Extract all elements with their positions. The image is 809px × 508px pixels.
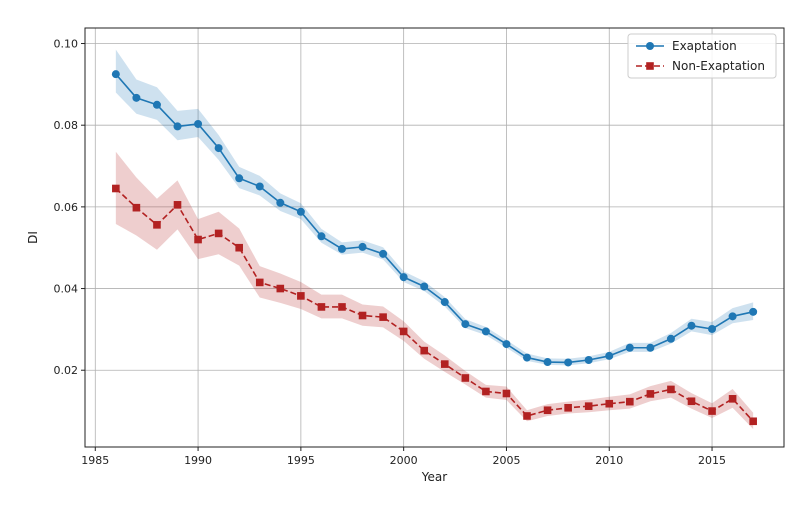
exaptation-point bbox=[666, 334, 675, 343]
exaptation-point bbox=[625, 343, 634, 352]
non-exaptation-point bbox=[687, 397, 696, 406]
non-exaptation-point bbox=[584, 402, 593, 410]
exaptation-point bbox=[152, 100, 161, 109]
non-exaptation-point bbox=[235, 243, 243, 252]
exaptation-point bbox=[358, 242, 367, 251]
non-exaptation-point bbox=[276, 284, 285, 293]
exaptation-point bbox=[687, 321, 696, 330]
non-exaptation-point bbox=[214, 229, 223, 238]
non-exaptation-point bbox=[543, 406, 552, 415]
non-exaptation-point bbox=[338, 303, 346, 311]
legend-non-exaptation-marker bbox=[646, 62, 654, 70]
non-exaptation-point bbox=[173, 201, 182, 209]
exaptation-point bbox=[584, 356, 593, 365]
exaptation-point bbox=[276, 198, 285, 207]
exaptation-point bbox=[337, 244, 346, 253]
exaptation-point bbox=[543, 358, 552, 367]
series-markers bbox=[111, 70, 758, 426]
exaptation-point bbox=[111, 70, 120, 79]
x-tick-label: 2015 bbox=[698, 454, 726, 467]
exaptation-point bbox=[646, 343, 655, 352]
x-tick-label: 2010 bbox=[595, 454, 623, 467]
non-exaptation-point bbox=[153, 221, 161, 229]
non-exaptation-point bbox=[605, 399, 614, 408]
legend-exaptation-label: Exaptation bbox=[672, 39, 737, 53]
exaptation-point bbox=[728, 312, 737, 321]
y-tick-label: 0.02 bbox=[54, 364, 79, 377]
x-axis-label: Year bbox=[421, 470, 447, 484]
y-tick-label: 0.04 bbox=[54, 283, 79, 296]
non-exaptation-point bbox=[461, 374, 470, 382]
exaptation-point bbox=[296, 207, 305, 216]
x-tick-label: 2005 bbox=[492, 454, 520, 467]
legend-box bbox=[627, 33, 777, 79]
non-exaptation-point bbox=[564, 403, 572, 412]
non-exaptation-point bbox=[317, 303, 326, 311]
x-tick-label: 1990 bbox=[184, 454, 212, 467]
y-tick-label: 0.08 bbox=[54, 119, 79, 132]
exaptation-point bbox=[399, 273, 408, 282]
non-exaptation-point bbox=[708, 407, 716, 415]
non-exaptation-point bbox=[482, 387, 490, 396]
legend-exaptation-marker bbox=[646, 42, 654, 50]
exaptation-point bbox=[214, 144, 223, 153]
exaptation-point bbox=[502, 340, 511, 349]
exaptation-point bbox=[440, 298, 449, 307]
exaptation-point bbox=[173, 122, 182, 131]
y-tick-label: 0.10 bbox=[54, 38, 79, 51]
exaptation-point bbox=[235, 174, 244, 183]
non-exaptation-point bbox=[194, 235, 202, 244]
legend-non-exaptation-label: Non-Exaptation bbox=[672, 59, 765, 73]
non-exaptation-point bbox=[112, 184, 120, 193]
exaptation-point bbox=[749, 307, 758, 316]
x-tick-label: 1995 bbox=[287, 454, 315, 467]
non-exaptation-point bbox=[297, 292, 305, 300]
y-tick-label: 0.06 bbox=[54, 201, 79, 214]
non-exaptation-point bbox=[667, 385, 675, 394]
legend: Exaptation Non-Exaptation bbox=[627, 33, 777, 79]
x-tick-label: 2000 bbox=[390, 454, 418, 467]
exaptation-point bbox=[420, 282, 429, 291]
x-tick-label: 1985 bbox=[81, 454, 109, 467]
exaptation-point bbox=[132, 93, 141, 102]
non-exaptation-point bbox=[749, 417, 757, 426]
non-exaptation-point bbox=[255, 278, 264, 287]
exaptation-point bbox=[564, 358, 573, 367]
exaptation-point bbox=[523, 353, 532, 362]
axis-ticks: 1985 1990 1995 2000 2005 2010 2015 0.02 0.04 0.06… bbox=[54, 38, 727, 467]
non-exaptation-point bbox=[523, 412, 531, 420]
non-exaptation-point bbox=[132, 203, 141, 212]
exaptation-point bbox=[605, 351, 614, 360]
exaptation-point bbox=[481, 327, 490, 336]
exaptation-point bbox=[317, 232, 326, 241]
non-exaptation-point bbox=[626, 397, 634, 406]
exaptation-point bbox=[255, 182, 264, 191]
exaptation-point bbox=[461, 320, 470, 329]
non-exaptation-point bbox=[502, 389, 511, 398]
non-exaptation-point bbox=[420, 346, 429, 355]
plot-area-frame bbox=[84, 27, 785, 448]
non-exaptation-point bbox=[728, 395, 737, 403]
non-exaptation-point bbox=[646, 390, 655, 398]
non-exaptation-point bbox=[358, 311, 367, 320]
exaptation-point bbox=[379, 249, 388, 258]
y-axis-label: DI bbox=[26, 231, 40, 244]
non-exaptation-point bbox=[399, 327, 408, 336]
exaptation-point bbox=[708, 324, 717, 333]
exaptation-point bbox=[194, 119, 203, 128]
non-exaptation-point bbox=[440, 360, 449, 368]
non-exaptation-point bbox=[379, 313, 387, 321]
